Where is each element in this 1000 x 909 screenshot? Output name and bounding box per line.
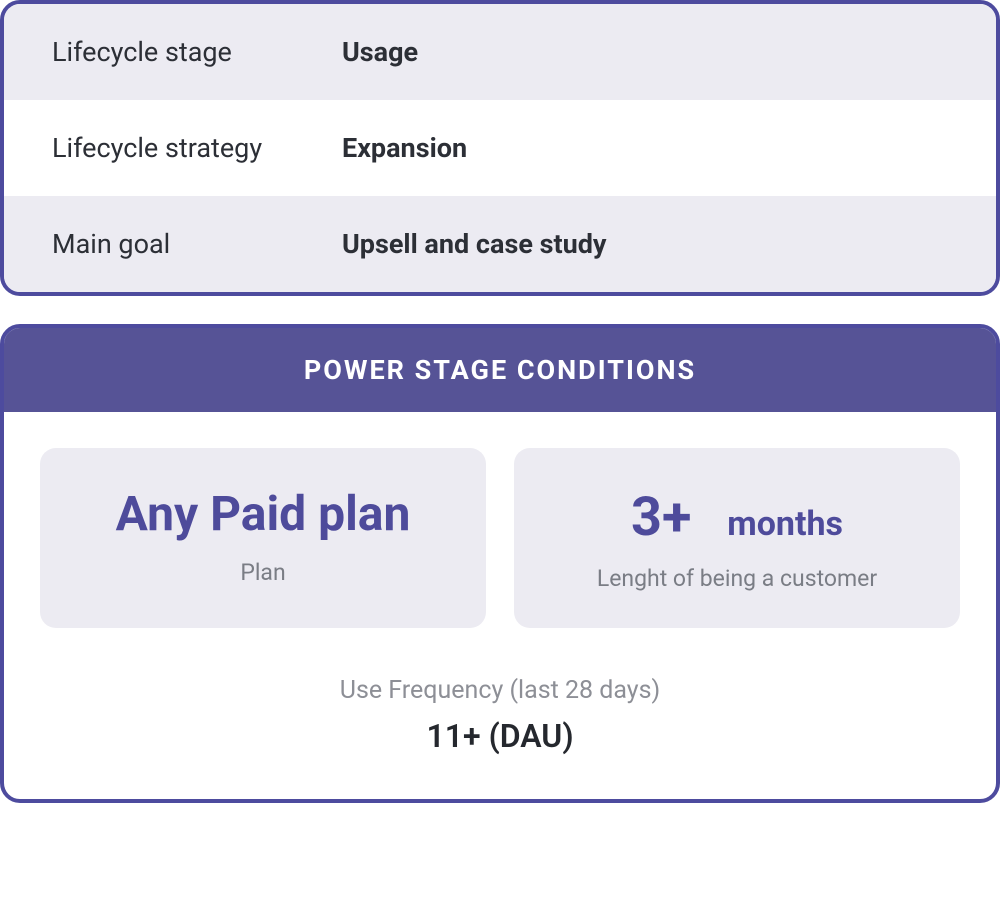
tile-headline: Any Paid plan bbox=[60, 488, 466, 541]
summary-label: Main goal bbox=[52, 228, 342, 260]
conditions-header: POWER STAGE CONDITIONS bbox=[4, 328, 996, 412]
page-container: Lifecycle stage Usage Lifecycle strategy… bbox=[0, 0, 1000, 803]
tile-headline-big: 3+ bbox=[631, 486, 691, 549]
summary-row-lifecycle-strategy: Lifecycle strategy Expansion bbox=[4, 100, 996, 196]
tile-headline: 3+ months bbox=[534, 488, 940, 547]
tile-plan: Any Paid plan Plan bbox=[40, 448, 486, 628]
tile-headline-unit: months bbox=[727, 504, 843, 544]
summary-row-lifecycle-stage: Lifecycle stage Usage bbox=[4, 4, 996, 100]
conditions-card: POWER STAGE CONDITIONS Any Paid plan Pla… bbox=[0, 324, 1000, 803]
tile-sub: Lenght of being a customer bbox=[534, 565, 940, 592]
summary-label: Lifecycle stage bbox=[52, 36, 342, 68]
frequency-label: Use Frequency (last 28 days) bbox=[40, 676, 960, 705]
summary-value: Usage bbox=[342, 36, 418, 68]
summary-value: Expansion bbox=[342, 132, 467, 164]
condition-tiles: Any Paid plan Plan 3+ months Lenght of b… bbox=[40, 448, 960, 628]
summary-row-main-goal: Main goal Upsell and case study bbox=[4, 196, 996, 292]
summary-value: Upsell and case study bbox=[342, 228, 607, 260]
tile-tenure: 3+ months Lenght of being a customer bbox=[514, 448, 960, 628]
summary-card: Lifecycle stage Usage Lifecycle strategy… bbox=[0, 0, 1000, 296]
tile-sub: Plan bbox=[60, 559, 466, 586]
conditions-body: Any Paid plan Plan 3+ months Lenght of b… bbox=[4, 412, 996, 799]
frequency-value: 11+ (DAU) bbox=[40, 717, 960, 755]
summary-label: Lifecycle strategy bbox=[52, 132, 342, 164]
frequency-block: Use Frequency (last 28 days) 11+ (DAU) bbox=[40, 676, 960, 755]
